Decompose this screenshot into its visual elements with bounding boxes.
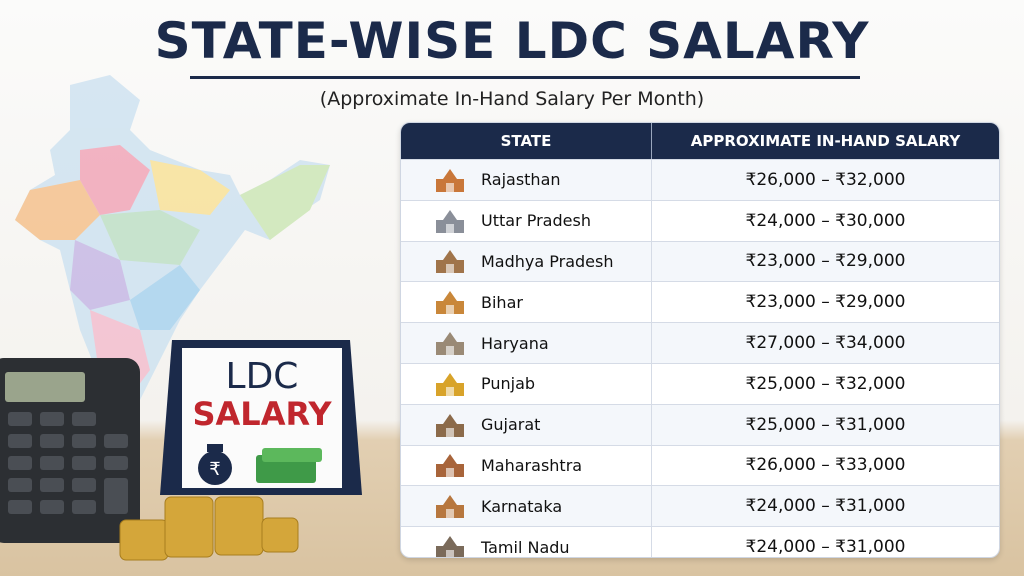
monument-icon: [436, 454, 464, 478]
monument-icon: [436, 536, 464, 557]
sign-line2: SALARY: [192, 395, 332, 433]
salary-cell: ₹24,000 – ₹30,000: [745, 210, 906, 231]
monument-icon: [436, 413, 464, 437]
table-row: Maharashtra ₹26,000 – ₹33,000: [401, 444, 999, 486]
state-name: Karnataka: [481, 496, 563, 516]
salary-cell: ₹23,000 – ₹29,000: [745, 292, 906, 313]
monument-icon: [436, 495, 464, 519]
column-header: STATE: [401, 123, 652, 159]
salary-cell: ₹27,000 – ₹34,000: [745, 333, 906, 354]
state-name: Madhya Pradesh: [481, 251, 614, 271]
title-underline: [190, 76, 860, 79]
sign-board: LDC SALARY ₹: [160, 340, 362, 495]
salary-table: STATE APPROXIMATE IN-HAND SALARY Rajasth…: [400, 122, 1000, 558]
salary-cell: ₹24,000 – ₹31,000: [745, 537, 906, 558]
monument-icon: [436, 250, 464, 274]
calculator: [0, 358, 140, 543]
table-row: Punjab ₹25,000 – ₹32,000: [401, 362, 999, 404]
coins: [119, 496, 299, 561]
table-row: Bihar ₹23,000 – ₹29,000: [401, 281, 999, 323]
illustration: LDC SALARY ₹: [0, 75, 362, 561]
state-cell: Uttar Pradesh: [401, 200, 652, 241]
table-header: STATE APPROXIMATE IN-HAND SALARY: [401, 123, 999, 159]
state-name: Gujarat: [481, 415, 541, 435]
sign-line1: LDC: [226, 356, 299, 397]
monument-icon: [436, 168, 464, 192]
salary-cell: ₹25,000 – ₹32,000: [745, 373, 906, 394]
monument-icon: [436, 291, 464, 315]
state-cell: Tamil Nadu: [401, 527, 652, 557]
table-row: Madhya Pradesh ₹23,000 – ₹29,000: [401, 240, 999, 282]
state-cell: Gujarat: [401, 404, 652, 445]
state-name: Rajasthan: [481, 170, 561, 190]
monument-icon: [436, 372, 464, 396]
state-name: Uttar Pradesh: [481, 211, 591, 231]
state-cell: Haryana: [401, 323, 652, 363]
table-row: Haryana ₹27,000 – ₹34,000: [401, 322, 999, 363]
salary-cell: ₹26,000 – ₹33,000: [745, 455, 906, 476]
salary-cell: ₹23,000 – ₹29,000: [745, 251, 906, 272]
table-row: Gujarat ₹25,000 – ₹31,000: [401, 403, 999, 445]
table-row: Rajasthan ₹26,000 – ₹32,000: [401, 159, 999, 200]
state-cell: Punjab: [401, 363, 652, 404]
state-name: Tamil Nadu: [481, 537, 570, 557]
state-name: Bihar: [481, 292, 523, 312]
title: STATE-WISE LDC SALARY: [154, 12, 870, 70]
state-name: Punjab: [481, 374, 536, 394]
table-body: Rajasthan ₹26,000 – ₹32,000 Uttar Pradesh ₹…: [401, 159, 999, 558]
salary-cell: ₹25,000 – ₹31,000: [745, 414, 906, 435]
state-cell: Karnataka: [401, 486, 652, 527]
table-row: Karnataka ₹24,000 – ₹31,000: [401, 485, 999, 527]
monument-icon: [436, 332, 464, 356]
subtitle: (Approximate In-Hand Salary Per Month): [319, 88, 705, 110]
state-cell: Rajasthan: [401, 160, 652, 200]
state-cell: Maharashtra: [401, 445, 652, 486]
state-name: Haryana: [481, 333, 549, 353]
salary-cell: ₹24,000 – ₹31,000: [745, 496, 906, 517]
state-name: Maharashtra: [481, 455, 583, 475]
salary-cell: ₹26,000 – ₹32,000: [745, 169, 906, 190]
column-header: APPROXIMATE IN-HAND SALARY: [690, 132, 961, 150]
money-bag-symbol: ₹: [209, 459, 220, 480]
table-row: Uttar Pradesh ₹24,000 – ₹30,000: [401, 199, 999, 241]
state-cell: Madhya Pradesh: [401, 241, 652, 282]
table-row: Tamil Nadu ₹24,000 – ₹31,000: [401, 526, 999, 558]
monument-icon: [436, 209, 464, 233]
state-cell: Bihar: [401, 282, 652, 323]
